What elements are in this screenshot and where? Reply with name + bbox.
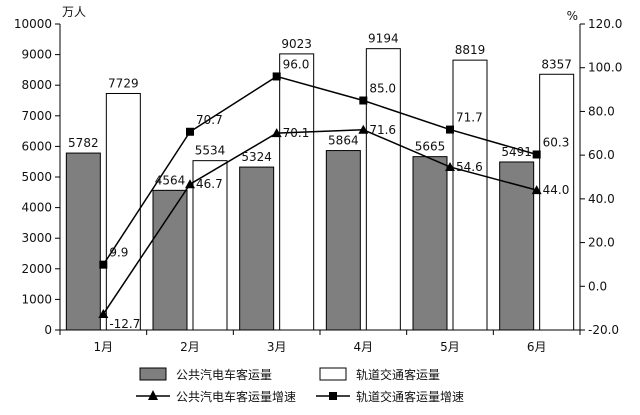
line-value-label: 71.7	[456, 111, 483, 125]
bars-group	[65, 48, 575, 331]
y-left-tick-label: 7000	[21, 109, 52, 123]
bar-value-label: 9194	[368, 32, 399, 46]
bar-value-label: 7729	[108, 76, 139, 90]
point-marker	[446, 125, 454, 134]
legend-swatch	[139, 367, 167, 381]
bar-value-label: 5864	[328, 134, 359, 148]
y-left-tick-label: 2000	[21, 262, 52, 276]
x-tick-label: 5月	[440, 340, 460, 354]
bar	[105, 92, 141, 331]
bar	[452, 59, 488, 331]
line-value-label: 46.7	[196, 177, 223, 191]
point-marker	[358, 124, 369, 134]
y-left-unit: 万人	[62, 5, 86, 19]
y-right-tick-label: 0.0	[588, 279, 607, 293]
bar	[499, 161, 535, 331]
bar	[279, 53, 315, 331]
bar	[192, 160, 228, 331]
bar	[365, 48, 401, 331]
legend-swatch	[319, 367, 347, 381]
point-marker	[531, 185, 542, 195]
line-value-label: 71.6	[369, 123, 396, 137]
legend-label: 轨道交通客运量增速	[356, 389, 464, 404]
bar-value-label: 5782	[68, 136, 99, 150]
legend-label: 轨道交通客运量	[356, 367, 440, 382]
y-left-tick-label: 10000	[14, 17, 52, 31]
legend-marker	[148, 390, 158, 400]
line-value-label: 70.1	[283, 126, 310, 140]
series-line	[102, 75, 537, 266]
bar-value-label: 8819	[455, 43, 486, 57]
point-marker	[186, 127, 194, 136]
y-left-tick-label: 3000	[21, 231, 52, 245]
x-tick-label: 3月	[267, 340, 287, 354]
y-right-tick-label: 20.0	[588, 236, 615, 250]
bar-value-label: 9023	[281, 37, 312, 51]
y-left-tick-label: 5000	[21, 170, 52, 184]
y-right-tick-label: 80.0	[588, 104, 615, 118]
x-tick-label: 1月	[94, 340, 114, 354]
y-left-tick-label: 8000	[21, 78, 52, 92]
line-value-label: 60.3	[543, 135, 570, 149]
line-value-label: 54.6	[456, 160, 483, 174]
bar-value-label: 5491	[501, 145, 532, 159]
point-marker	[98, 309, 109, 319]
y-left-tick-label: 0	[44, 323, 52, 337]
lines-group	[98, 72, 542, 319]
axes-group: 0 1000 2000 3000 4000 5000 6000 7000 8000 9000 100…	[14, 5, 623, 354]
y-left-tick-label: 6000	[21, 139, 52, 153]
y-left-tick-label: 1000	[21, 292, 52, 306]
legend-label: 公共汽电车客运量	[176, 367, 272, 382]
point-marker	[532, 150, 541, 159]
point-marker	[445, 161, 455, 171]
y-right-tick-label: 40.0	[588, 192, 615, 206]
bar-value-label: 8357	[541, 57, 572, 71]
line-value-label: 70.7	[196, 113, 223, 127]
series-line	[102, 129, 537, 315]
bar	[65, 152, 101, 331]
x-tick-label: 2月	[180, 340, 200, 354]
bar-value-label: 5324	[241, 150, 272, 164]
legend-marker	[329, 392, 337, 400]
point-marker	[359, 96, 368, 105]
y-left-tick-label: 9000	[21, 48, 52, 62]
bar	[325, 150, 361, 331]
labels-group: 5782 4564 5324 5864 5665 5491 7729 5534 9023 9194…	[68, 32, 572, 331]
line-value-label: 44.0	[543, 183, 570, 197]
bar-value-label: 4564	[155, 173, 186, 187]
y-right-unit: %	[567, 9, 578, 23]
y-right-tick-label: 100.0	[588, 61, 622, 75]
point-marker	[185, 179, 195, 189]
x-tick-label: 6月	[527, 340, 547, 354]
bar-value-label: 5665	[415, 140, 446, 154]
point-marker	[271, 128, 282, 138]
bar	[412, 156, 448, 331]
y-right-tick-label: -20.0	[588, 323, 619, 337]
y-left-tick-label: 4000	[21, 201, 52, 215]
line-value-label: 85.0	[369, 82, 396, 96]
bar	[539, 73, 575, 331]
bar	[239, 166, 275, 331]
y-right-tick-label: 60.0	[588, 148, 615, 162]
point-marker	[99, 260, 108, 269]
y-right-tick-label: 120.0	[588, 17, 622, 31]
line-value-label: 96.0	[283, 57, 310, 71]
point-marker	[272, 72, 281, 81]
x-tick-label: 4月	[354, 340, 374, 354]
bar	[152, 189, 188, 331]
legend-label: 公共汽电车客运量增速	[176, 389, 296, 404]
bar-value-label: 5534	[195, 144, 226, 158]
line-value-label: -12.7	[109, 317, 140, 331]
line-value-label: 9.9	[109, 246, 128, 260]
